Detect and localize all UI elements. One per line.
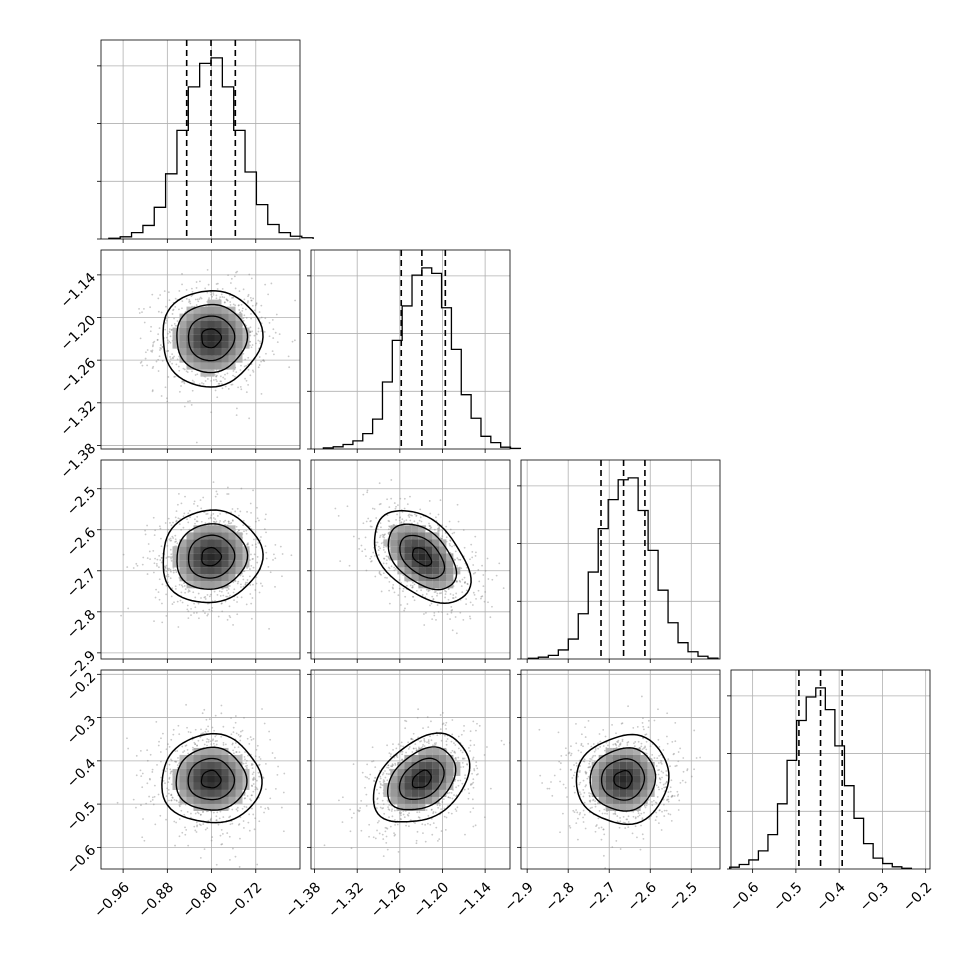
x-tick-label: −2.6 bbox=[625, 879, 660, 914]
x-tick-label: −2.7 bbox=[584, 879, 619, 914]
x-tick-label: −0.96 bbox=[91, 879, 133, 921]
y-tick-label: −2.6 bbox=[64, 525, 99, 560]
y-tick-label: −0.5 bbox=[64, 799, 99, 834]
axes-frame bbox=[311, 250, 510, 449]
x-tick-label: −0.4 bbox=[814, 879, 849, 914]
y-tick-label: −2.7 bbox=[64, 566, 99, 601]
density-shading bbox=[173, 300, 250, 377]
y-tick-label: −1.20 bbox=[58, 312, 100, 354]
y-tick-label: −0.4 bbox=[64, 756, 99, 791]
density-layer bbox=[117, 704, 286, 868]
x-tick-label: −1.14 bbox=[453, 879, 495, 921]
density-layer bbox=[120, 481, 301, 629]
axes-frame bbox=[731, 670, 930, 869]
x-tick-label: −1.32 bbox=[325, 879, 367, 921]
y-tick-label: −2.8 bbox=[64, 607, 99, 642]
scatter-panel-3-2 bbox=[517, 670, 720, 873]
axes-frame bbox=[101, 40, 300, 239]
hist-panel-1 bbox=[307, 250, 520, 453]
hist-panel-3 bbox=[727, 670, 930, 873]
x-tick-label: −1.26 bbox=[368, 879, 410, 921]
scatter-panel-3-0 bbox=[97, 670, 300, 873]
density-layer bbox=[334, 479, 520, 634]
y-tick-label: −1.32 bbox=[58, 398, 100, 440]
axes-frame bbox=[521, 460, 720, 659]
x-tick-label: −2.5 bbox=[666, 879, 701, 914]
x-tick-label: −0.3 bbox=[857, 879, 892, 914]
x-tick-label: −2.8 bbox=[543, 879, 578, 914]
y-tick-label: −1.14 bbox=[58, 270, 100, 312]
y-tick-label: −2.5 bbox=[64, 484, 99, 519]
x-tick-label: −0.88 bbox=[135, 879, 177, 921]
x-tick-label: −0.6 bbox=[727, 879, 762, 914]
x-tick-label: −0.5 bbox=[770, 879, 805, 914]
y-tick-label: −1.26 bbox=[58, 355, 100, 397]
y-tick-label: −1.38 bbox=[58, 440, 100, 482]
density-layer bbox=[324, 708, 511, 857]
x-tick-label: −0.80 bbox=[180, 879, 222, 921]
hist-panel-0 bbox=[97, 40, 313, 243]
x-tick-label: −0.2 bbox=[900, 879, 935, 914]
scatter-panel-2-1 bbox=[307, 460, 520, 663]
density-layer bbox=[538, 696, 701, 870]
scatter-panel-2-0 bbox=[97, 460, 302, 663]
hist-panel-2 bbox=[517, 460, 720, 663]
x-tick-label: −1.20 bbox=[411, 879, 453, 921]
scatter-panel-3-1 bbox=[307, 670, 511, 873]
x-tick-label: −2.9 bbox=[502, 879, 537, 914]
scatter-panel-1-0 bbox=[97, 244, 300, 453]
y-tick-label: −0.3 bbox=[64, 713, 99, 748]
x-tick-label: −1.38 bbox=[283, 879, 325, 921]
y-tick-label: −0.6 bbox=[64, 842, 99, 877]
x-tick-label: −0.72 bbox=[224, 879, 266, 921]
